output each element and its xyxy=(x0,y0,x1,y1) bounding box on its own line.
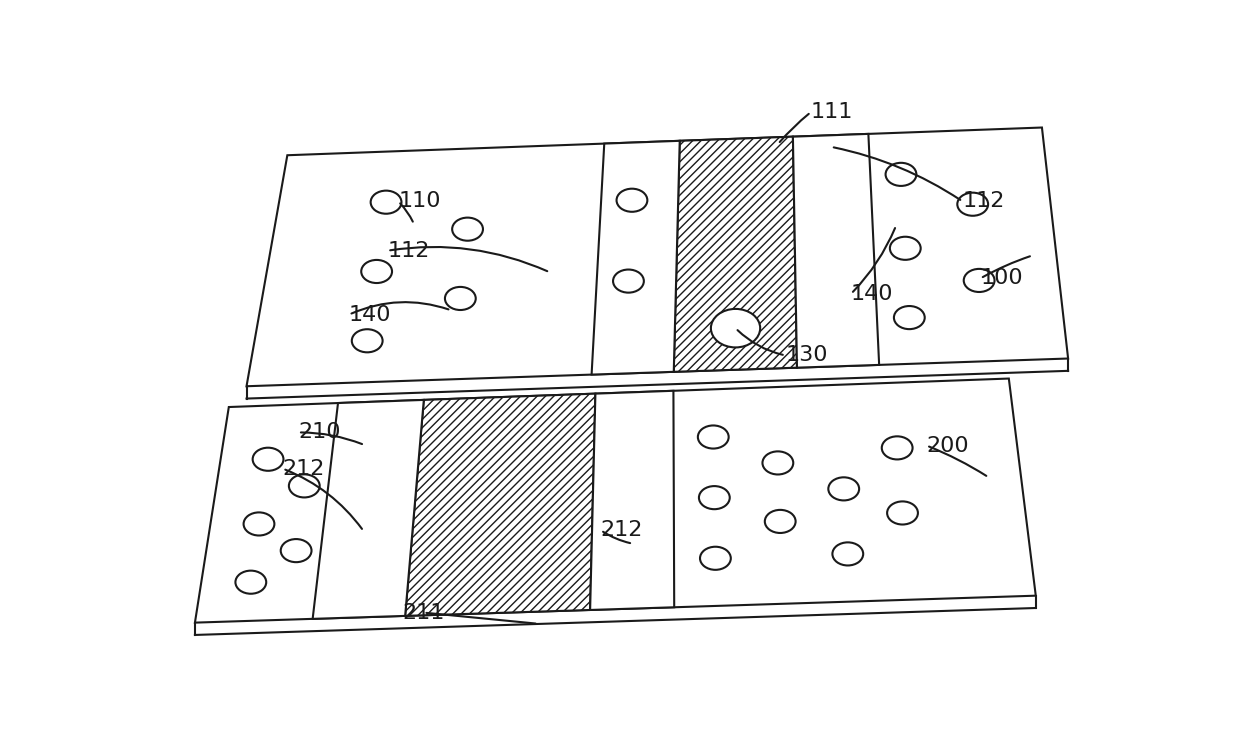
Ellipse shape xyxy=(886,163,917,186)
Polygon shape xyxy=(674,136,797,372)
Polygon shape xyxy=(405,394,596,616)
Ellipse shape xyxy=(762,451,793,475)
Text: 200: 200 xyxy=(927,435,969,456)
FancyArrowPatch shape xyxy=(779,114,809,142)
Ellipse shape xyxy=(882,437,913,459)
FancyArrowPatch shape xyxy=(301,432,362,444)
Ellipse shape xyxy=(890,237,921,260)
Ellipse shape xyxy=(289,475,320,497)
Text: 140: 140 xyxy=(349,305,392,324)
Ellipse shape xyxy=(617,189,647,212)
Ellipse shape xyxy=(958,192,989,216)
Text: 212: 212 xyxy=(601,521,643,540)
Ellipse shape xyxy=(235,571,266,593)
Polygon shape xyxy=(247,128,1068,386)
Ellipse shape xyxy=(887,502,918,524)
Ellipse shape xyxy=(700,547,731,570)
Polygon shape xyxy=(590,391,674,610)
Ellipse shape xyxy=(370,190,401,214)
Text: 100: 100 xyxy=(980,268,1023,289)
FancyArrowPatch shape xyxy=(983,257,1030,277)
FancyArrowPatch shape xyxy=(834,147,960,200)
Ellipse shape xyxy=(352,330,383,352)
Text: 130: 130 xyxy=(786,346,828,365)
FancyArrowPatch shape xyxy=(400,203,413,222)
Polygon shape xyxy=(591,141,680,375)
Text: 212: 212 xyxy=(282,459,325,479)
FancyArrowPatch shape xyxy=(929,447,986,476)
Ellipse shape xyxy=(362,260,392,283)
Ellipse shape xyxy=(699,486,730,509)
FancyArrowPatch shape xyxy=(285,469,362,529)
Ellipse shape xyxy=(698,426,729,448)
Ellipse shape xyxy=(253,448,284,471)
FancyArrowPatch shape xyxy=(390,247,548,271)
Ellipse shape xyxy=(445,287,476,310)
Ellipse shape xyxy=(829,477,859,500)
Ellipse shape xyxy=(244,512,274,536)
Text: 110: 110 xyxy=(398,192,441,211)
Ellipse shape xyxy=(964,269,995,292)
Ellipse shape xyxy=(613,270,644,292)
Polygon shape xyxy=(195,378,1036,623)
Ellipse shape xyxy=(893,306,924,329)
FancyArrowPatch shape xyxy=(603,531,631,543)
Ellipse shape xyxy=(833,542,864,566)
Text: 112: 112 xyxy=(963,192,1005,211)
FancyArrowPatch shape xyxy=(426,613,535,623)
Text: 111: 111 xyxy=(812,102,854,122)
Ellipse shape xyxy=(764,510,795,533)
Text: 140: 140 xyxy=(851,284,893,304)
FancyArrowPatch shape xyxy=(352,302,449,313)
Polygon shape xyxy=(793,134,880,367)
FancyArrowPatch shape xyxy=(852,228,895,292)
Ellipse shape xyxy=(281,539,311,562)
Text: 112: 112 xyxy=(388,241,430,261)
Polygon shape xyxy=(312,400,424,619)
FancyArrowPatch shape xyxy=(737,330,783,355)
Text: 210: 210 xyxy=(299,422,341,443)
Ellipse shape xyxy=(711,309,761,348)
Text: 211: 211 xyxy=(403,603,445,623)
Ellipse shape xyxy=(452,218,483,241)
